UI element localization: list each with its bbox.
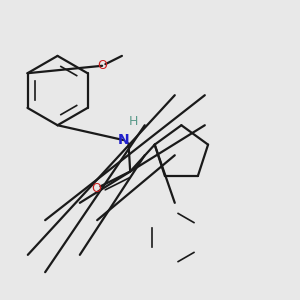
Text: H: H	[129, 116, 138, 128]
Text: O: O	[97, 59, 107, 72]
Text: O: O	[92, 182, 101, 196]
Text: N: N	[118, 133, 129, 147]
